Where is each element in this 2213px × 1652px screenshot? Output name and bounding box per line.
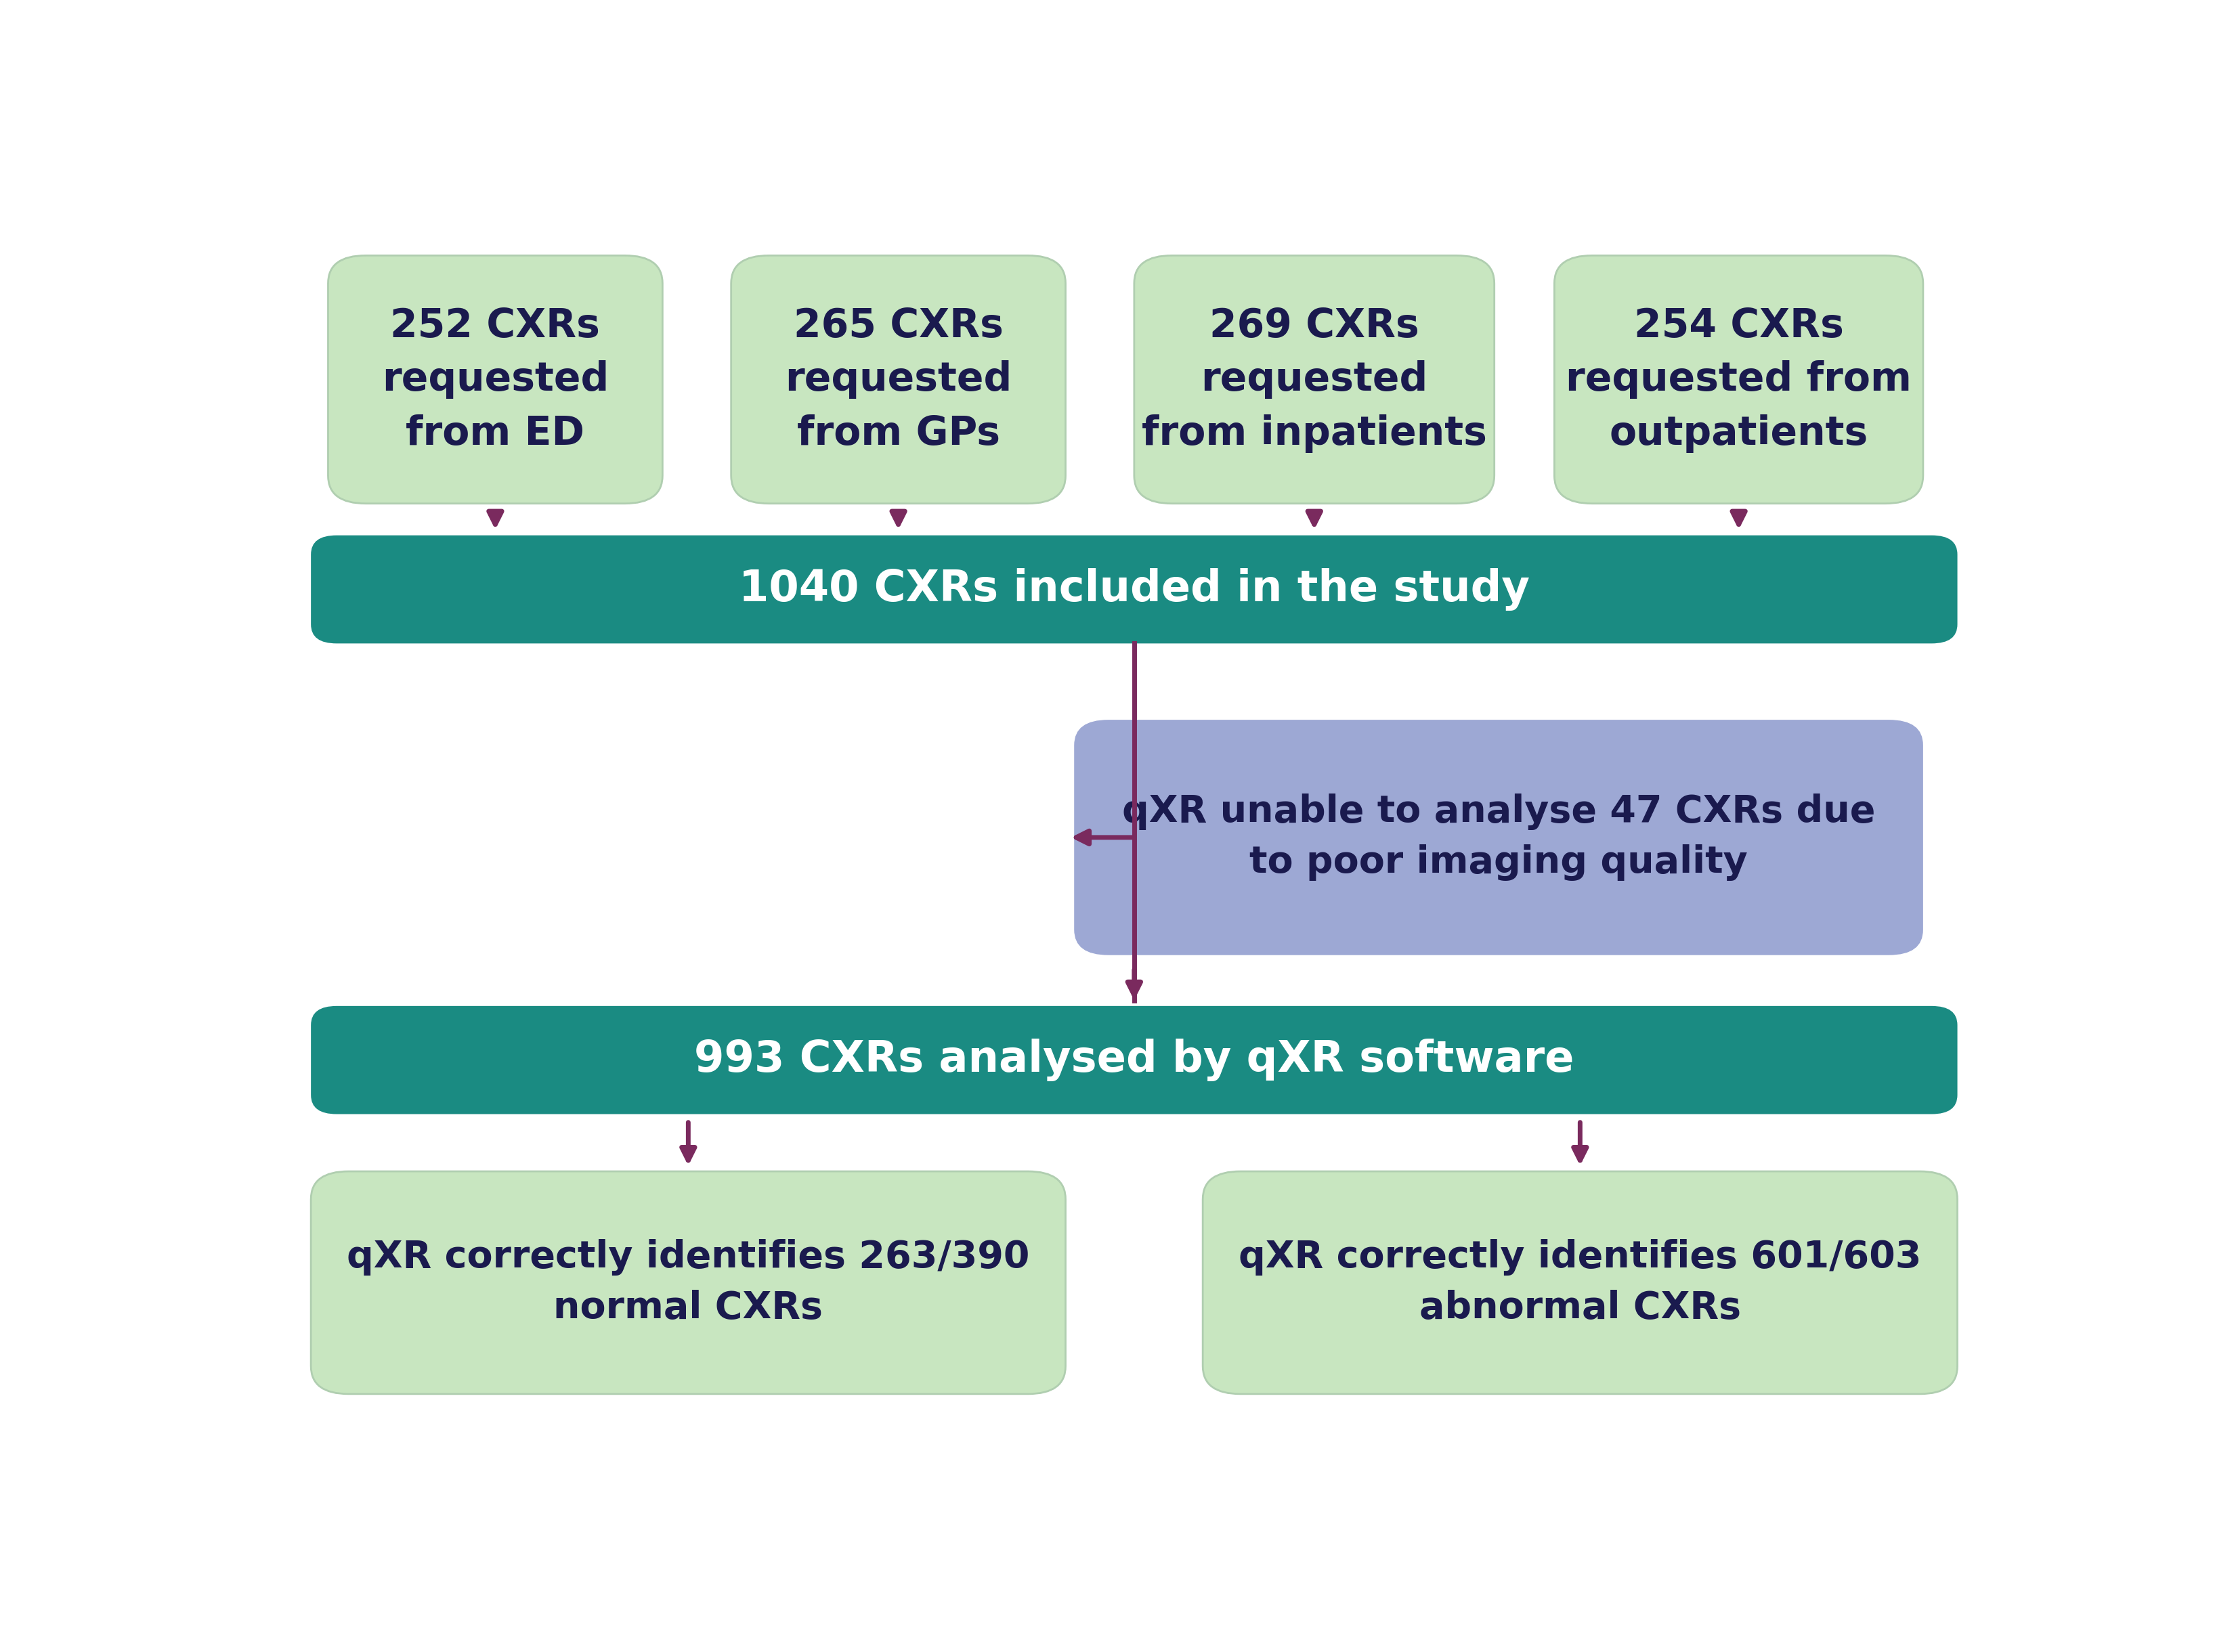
Text: 254 CXRs
requested from
outpatients: 254 CXRs requested from outpatients xyxy=(1567,306,1912,453)
Text: 993 CXRs analysed by qXR software: 993 CXRs analysed by qXR software xyxy=(695,1039,1573,1082)
FancyBboxPatch shape xyxy=(1073,720,1923,955)
Text: qXR correctly identifies 263/390
normal CXRs: qXR correctly identifies 263/390 normal … xyxy=(347,1239,1029,1327)
FancyBboxPatch shape xyxy=(310,1006,1956,1113)
FancyBboxPatch shape xyxy=(328,256,662,504)
Text: qXR unable to analyse 47 CXRs due
to poor imaging quality: qXR unable to analyse 47 CXRs due to poo… xyxy=(1122,793,1874,881)
Text: qXR correctly identifies 601/603
abnormal CXRs: qXR correctly identifies 601/603 abnorma… xyxy=(1239,1239,1921,1327)
FancyBboxPatch shape xyxy=(1554,256,1923,504)
FancyBboxPatch shape xyxy=(1133,256,1494,504)
FancyBboxPatch shape xyxy=(730,256,1067,504)
Text: 269 CXRs
requested
from inpatients: 269 CXRs requested from inpatients xyxy=(1142,306,1487,453)
Text: 265 CXRs
requested
from GPs: 265 CXRs requested from GPs xyxy=(786,306,1011,453)
Text: 1040 CXRs included in the study: 1040 CXRs included in the study xyxy=(739,568,1529,611)
FancyBboxPatch shape xyxy=(310,1171,1067,1394)
FancyBboxPatch shape xyxy=(1204,1171,1956,1394)
Text: 252 CXRs
requested
from ED: 252 CXRs requested from ED xyxy=(383,306,609,453)
FancyBboxPatch shape xyxy=(310,535,1956,644)
